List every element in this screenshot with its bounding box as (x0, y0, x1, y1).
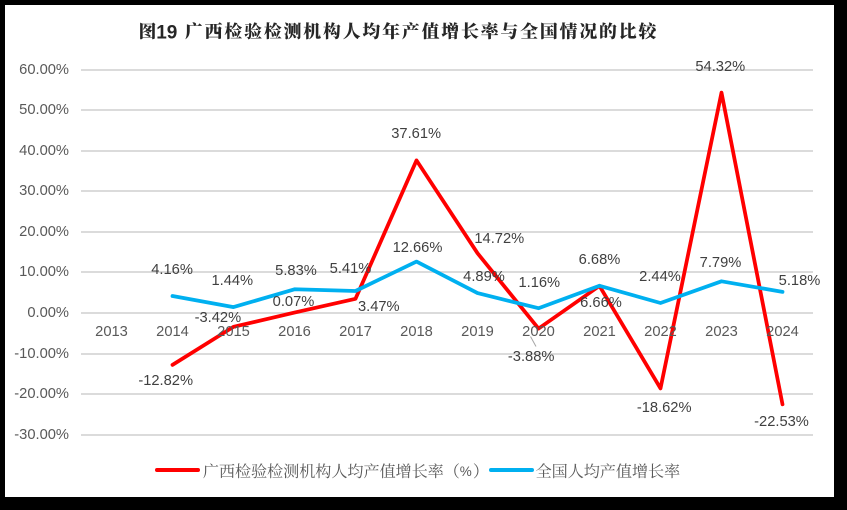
svg-text:19: 19 (156, 23, 177, 44)
svg-text:%: % (460, 464, 472, 479)
